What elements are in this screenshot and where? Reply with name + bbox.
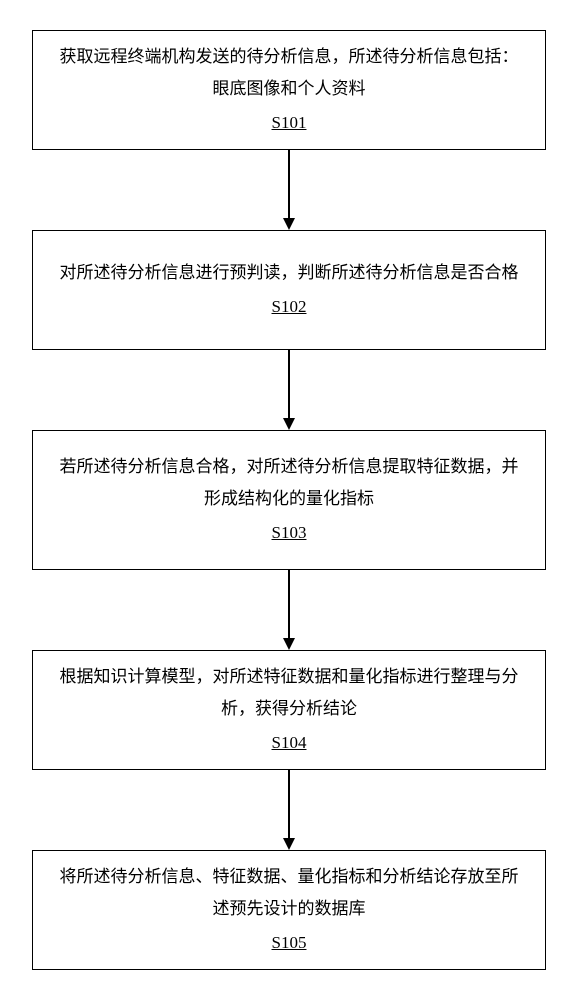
step-code: S102 (272, 291, 307, 323)
flow-step-3: 若所述待分析信息合格，对所述待分析信息提取特征数据，并形成结构化的量化指标S10… (32, 430, 546, 570)
arrow-head-icon (283, 838, 295, 850)
arrow-head-icon (283, 418, 295, 430)
step-text: 获取远程终端机构发送的待分析信息，所述待分析信息包括：眼底图像和个人资料 (53, 41, 525, 106)
step-code: S105 (272, 927, 307, 959)
flow-step-1: 获取远程终端机构发送的待分析信息，所述待分析信息包括：眼底图像和个人资料S101 (32, 30, 546, 150)
step-code: S101 (272, 107, 307, 139)
arrow-head-icon (283, 218, 295, 230)
flowchart-container: 获取远程终端机构发送的待分析信息，所述待分析信息包括：眼底图像和个人资料S101… (0, 0, 578, 1000)
flow-step-2: 对所述待分析信息进行预判读，判断所述待分析信息是否合格S102 (32, 230, 546, 350)
arrow-head-icon (283, 638, 295, 650)
step-text: 对所述待分析信息进行预判读，判断所述待分析信息是否合格 (60, 257, 519, 289)
arrow-line (288, 770, 290, 838)
flow-step-5: 将所述待分析信息、特征数据、量化指标和分析结论存放至所述预先设计的数据库S105 (32, 850, 546, 970)
step-code: S103 (272, 517, 307, 549)
step-text: 若所述待分析信息合格，对所述待分析信息提取特征数据，并形成结构化的量化指标 (53, 451, 525, 516)
arrow-line (288, 350, 290, 418)
flow-step-4: 根据知识计算模型，对所述特征数据和量化指标进行整理与分析，获得分析结论S104 (32, 650, 546, 770)
step-text: 根据知识计算模型，对所述特征数据和量化指标进行整理与分析，获得分析结论 (53, 661, 525, 726)
arrow-line (288, 150, 290, 218)
arrow-line (288, 570, 290, 638)
step-text: 将所述待分析信息、特征数据、量化指标和分析结论存放至所述预先设计的数据库 (53, 861, 525, 926)
step-code: S104 (272, 727, 307, 759)
